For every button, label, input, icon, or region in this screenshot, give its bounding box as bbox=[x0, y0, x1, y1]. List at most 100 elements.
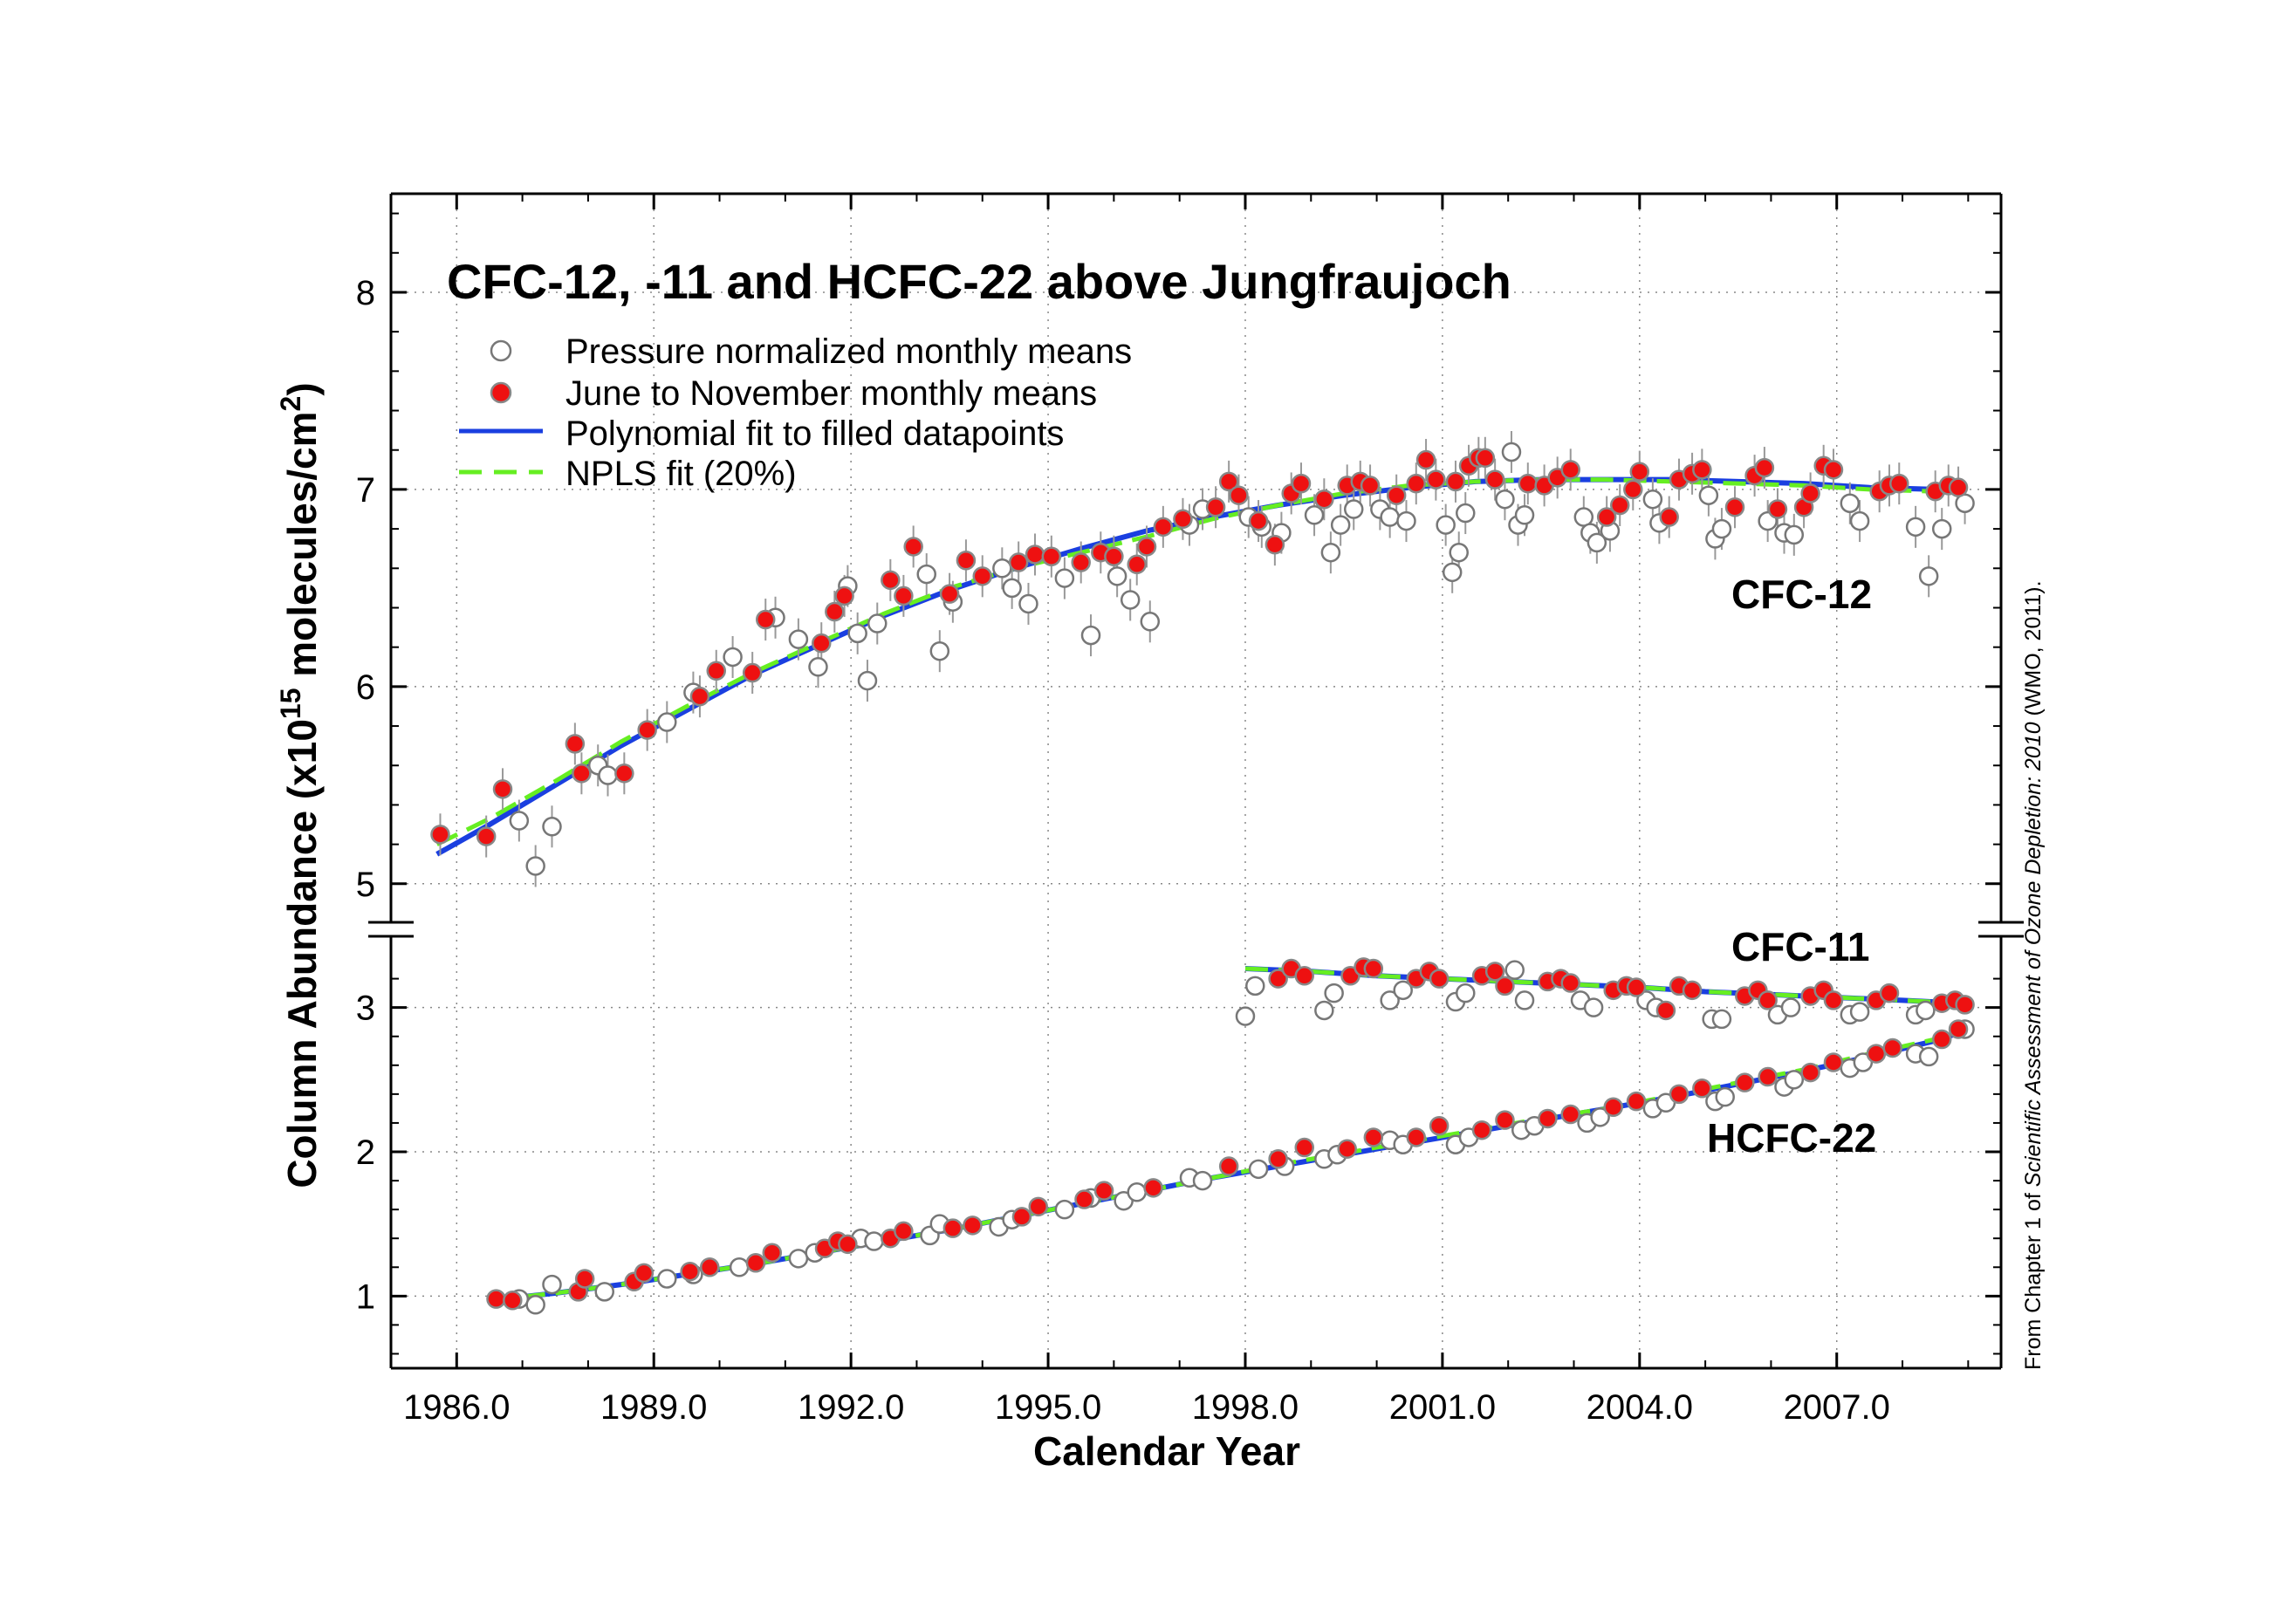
open-point-cfc12 bbox=[1905, 517, 1926, 538]
filled-point-cfc11 bbox=[1495, 976, 1515, 996]
filled-point-cfc12 bbox=[1659, 507, 1679, 527]
open-point-cfc12 bbox=[723, 647, 743, 668]
legend-label: June to November monthly means bbox=[565, 374, 1097, 413]
filled-point-hcfc22 bbox=[680, 1261, 700, 1282]
poly-fit-line-cfc12 bbox=[435, 476, 1963, 857]
open-point-cfc12 bbox=[1107, 566, 1127, 586]
open-point-cfc12 bbox=[509, 811, 530, 831]
filled-point-cfc12 bbox=[1406, 473, 1427, 494]
open-point-hcfc22 bbox=[1715, 1086, 1735, 1107]
filled-point-cfc11 bbox=[1955, 995, 1975, 1015]
open-point-cfc11 bbox=[1380, 990, 1400, 1010]
open-point-cfc12 bbox=[847, 623, 867, 644]
filled-point-cfc12 bbox=[492, 779, 513, 799]
filled-point-cfc12 bbox=[1127, 554, 1147, 575]
filled-point-cfc12 bbox=[1692, 460, 1712, 480]
filled-point-cfc11 bbox=[1560, 973, 1580, 993]
filled-point-hcfc22 bbox=[1074, 1189, 1094, 1209]
filled-point-hcfc22 bbox=[1758, 1066, 1778, 1087]
open-point-hcfc22 bbox=[1590, 1107, 1610, 1127]
filled-point-cfc12 bbox=[956, 551, 977, 571]
filled-point-hcfc22 bbox=[1471, 1120, 1492, 1140]
filled-point-cfc11 bbox=[1682, 980, 1703, 1001]
filled-point-cfc11 bbox=[1429, 969, 1450, 989]
open-point-hcfc22 bbox=[729, 1257, 750, 1277]
open-point-cfc12 bbox=[929, 640, 950, 661]
chart-title: CFC-12, -11 and HCFC-22 above Jungfraujo… bbox=[447, 254, 1511, 309]
legend-item-poly: Polynomial fit to filled datapoints bbox=[459, 414, 1064, 453]
y-tick-label: 3 bbox=[356, 990, 375, 1028]
legend: Pressure normalized monthly means June t… bbox=[459, 332, 1132, 493]
x-tick-label: 2004.0 bbox=[1587, 1388, 1693, 1427]
filled-point-cfc12 bbox=[1291, 473, 1312, 494]
filled-point-hcfc22 bbox=[1800, 1062, 1820, 1083]
filled-point-cfc12 bbox=[572, 764, 592, 784]
y-label-end: ) bbox=[279, 382, 325, 395]
filled-point-cfc12 bbox=[825, 601, 845, 622]
filled-point-hcfc22 bbox=[634, 1263, 655, 1284]
open-point-cfc12 bbox=[1840, 493, 1861, 513]
filled-point-hcfc22 bbox=[503, 1291, 523, 1311]
open-point-hcfc22 bbox=[1127, 1182, 1147, 1202]
open-point-cfc11 bbox=[1245, 976, 1265, 996]
open-point-cfc12 bbox=[1784, 524, 1805, 545]
filled-point-hcfc22 bbox=[1495, 1110, 1515, 1130]
filled-point-cfc12 bbox=[755, 609, 776, 630]
filled-point-hcfc22 bbox=[894, 1221, 914, 1242]
filled-point-cfc12 bbox=[881, 570, 901, 591]
open-point-cfc12 bbox=[1456, 503, 1476, 524]
filled-point-hcfc22 bbox=[1735, 1072, 1755, 1092]
open-point-hcfc22 bbox=[542, 1274, 562, 1295]
filled-point-hcfc22 bbox=[1218, 1156, 1239, 1176]
filled-point-cfc12 bbox=[1025, 544, 1045, 565]
legend-item-filled: June to November monthly means bbox=[490, 374, 1097, 413]
open-point-cfc12 bbox=[1587, 532, 1607, 553]
filled-point-cfc12 bbox=[1415, 449, 1436, 470]
filled-point-cfc12 bbox=[1136, 537, 1157, 557]
open-point-cfc12 bbox=[1304, 505, 1325, 525]
filled-point-cfc12 bbox=[1426, 469, 1446, 490]
filled-point-hcfc22 bbox=[1363, 1127, 1384, 1147]
legend-label: Polynomial fit to filled datapoints bbox=[565, 414, 1064, 453]
filled-point-hcfc22 bbox=[1028, 1196, 1049, 1217]
credit-italic: Scientific Assessment of Ozone Depletion… bbox=[2021, 722, 2046, 1187]
filled-point-cfc12 bbox=[614, 764, 634, 784]
filled-point-cfc12 bbox=[894, 586, 914, 606]
open-point-cfc11 bbox=[1324, 983, 1344, 1003]
filled-point-cfc11 bbox=[1879, 983, 1900, 1003]
open-point-cfc12 bbox=[808, 657, 828, 677]
x-tick-label: 2007.0 bbox=[1784, 1388, 1890, 1427]
open-point-cfc12 bbox=[598, 765, 618, 785]
open-point-cfc12 bbox=[1330, 515, 1351, 535]
filled-point-cfc12 bbox=[1724, 497, 1745, 517]
filled-point-cfc12 bbox=[1218, 471, 1239, 492]
filled-point-hcfc22 bbox=[838, 1234, 858, 1255]
filled-point-cfc12 bbox=[1041, 546, 1062, 566]
open-point-cfc12 bbox=[1120, 590, 1141, 610]
open-point-cfc11 bbox=[1849, 1002, 1870, 1022]
filled-point-hcfc22 bbox=[1866, 1044, 1887, 1064]
open-point-cfc12 bbox=[1711, 518, 1732, 539]
open-point-cfc12 bbox=[1501, 442, 1522, 462]
filled-point-cfc12 bbox=[1071, 552, 1091, 572]
series-label-cfc12: CFC-12 bbox=[1731, 572, 1872, 617]
legend-open-circle-marker bbox=[490, 339, 512, 362]
x-tick-label: 1995.0 bbox=[995, 1388, 1101, 1427]
open-point-hcfc22 bbox=[1918, 1046, 1939, 1067]
open-point-cfc12 bbox=[1343, 499, 1364, 519]
npls-fit-line-cfc12 bbox=[435, 477, 1962, 846]
filled-point-cfc12 bbox=[1265, 534, 1285, 555]
filled-point-hcfc22 bbox=[486, 1289, 506, 1309]
open-point-cfc12 bbox=[1918, 566, 1939, 586]
open-point-cfc12 bbox=[1436, 515, 1456, 535]
open-point-cfc11 bbox=[1235, 1006, 1256, 1026]
filled-point-hcfc22 bbox=[1823, 1052, 1844, 1072]
filled-point-cfc12 bbox=[1248, 510, 1269, 531]
filled-point-cfc12 bbox=[1173, 509, 1193, 530]
open-point-cfc12 bbox=[1054, 568, 1075, 588]
open-point-cfc12 bbox=[788, 629, 809, 649]
filled-point-hcfc22 bbox=[1692, 1079, 1712, 1099]
legend-label: NPLS fit (20%) bbox=[565, 455, 797, 493]
filled-point-cfc12 bbox=[1445, 471, 1466, 492]
